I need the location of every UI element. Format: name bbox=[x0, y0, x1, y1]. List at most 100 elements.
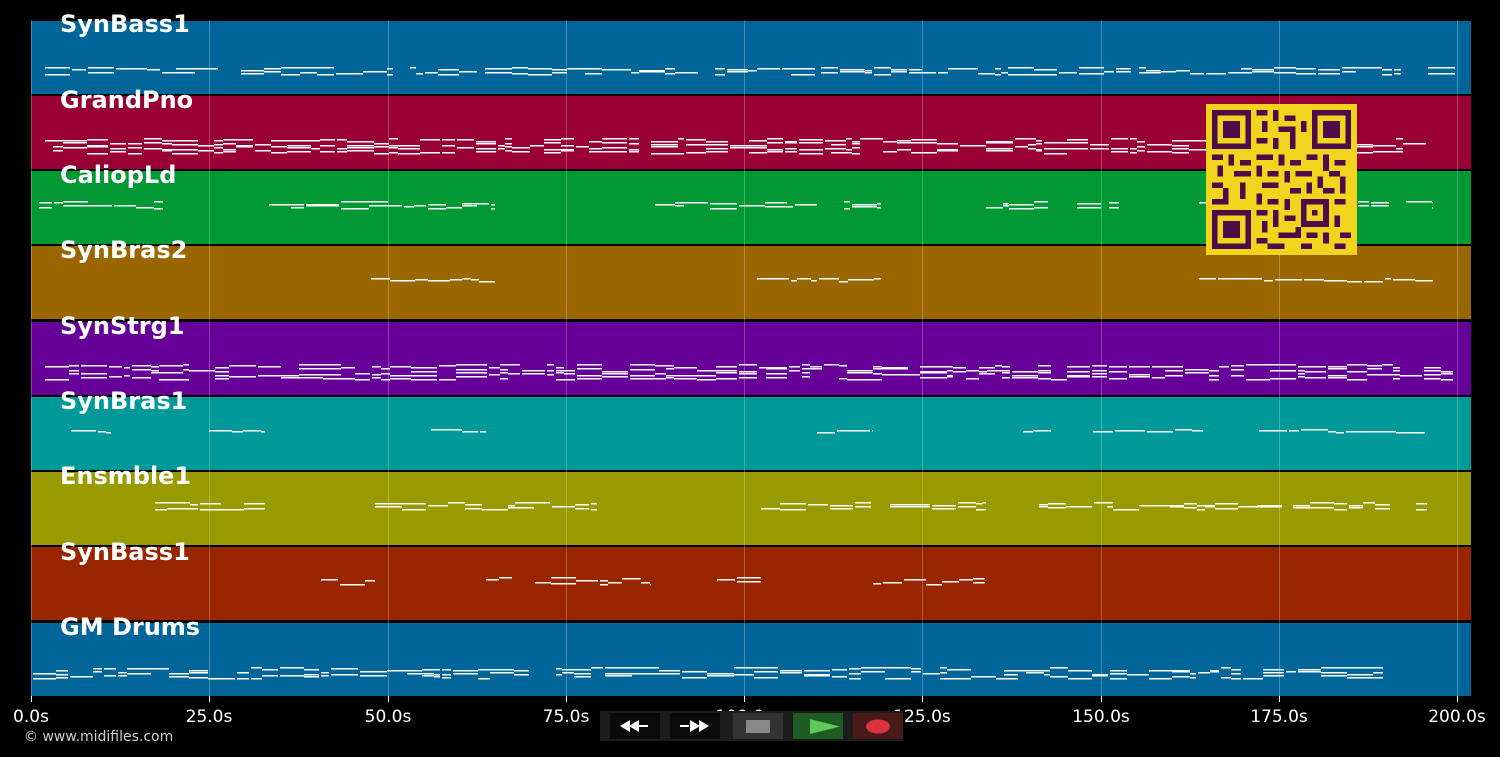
note-segment bbox=[264, 71, 281, 73]
track-band-7[interactable] bbox=[31, 472, 1471, 545]
note-segment bbox=[789, 366, 800, 368]
note-segment bbox=[1038, 372, 1051, 374]
note-segment bbox=[589, 148, 602, 150]
note-segment bbox=[151, 668, 169, 670]
note-segment bbox=[706, 144, 728, 146]
note-segment bbox=[215, 375, 229, 377]
rewind-button[interactable] bbox=[610, 713, 660, 739]
note-segment bbox=[232, 431, 243, 433]
note-segment bbox=[478, 678, 490, 680]
note-segment bbox=[69, 373, 79, 375]
note-segment bbox=[281, 67, 300, 69]
note-segment bbox=[1293, 507, 1310, 509]
note-segment bbox=[1090, 148, 1109, 150]
note-segment bbox=[147, 69, 160, 71]
note-segment bbox=[600, 580, 608, 582]
note-segment bbox=[1371, 205, 1389, 207]
note-segment bbox=[1129, 374, 1150, 376]
note-segment bbox=[200, 509, 221, 511]
note-segment bbox=[1092, 373, 1107, 375]
note-segment bbox=[1002, 370, 1010, 372]
note-segment bbox=[1026, 672, 1044, 674]
note-segment bbox=[1373, 677, 1383, 679]
note-segment bbox=[911, 668, 921, 670]
note-segment bbox=[716, 366, 737, 368]
track-band-1[interactable] bbox=[31, 21, 1471, 94]
note-segment bbox=[255, 144, 271, 146]
note-segment bbox=[118, 675, 127, 677]
note-segment bbox=[1093, 431, 1099, 433]
note-segment bbox=[697, 370, 716, 372]
note-segment bbox=[1132, 430, 1145, 432]
note-segment bbox=[777, 278, 789, 280]
note-segment bbox=[544, 149, 561, 151]
note-segment bbox=[1246, 379, 1270, 381]
note-segment bbox=[831, 140, 846, 142]
qr-code-icon[interactable] bbox=[1206, 104, 1357, 255]
note-segment bbox=[767, 142, 783, 144]
note-segment bbox=[381, 368, 390, 370]
note-segment bbox=[132, 377, 151, 379]
note-segment bbox=[244, 503, 265, 505]
note-segment bbox=[938, 72, 948, 74]
note-segment bbox=[271, 152, 287, 154]
note-segment bbox=[262, 675, 278, 677]
fast-forward-button[interactable] bbox=[670, 713, 720, 739]
record-button[interactable] bbox=[853, 713, 903, 739]
track-notes-5 bbox=[45, 364, 1453, 381]
note-segment bbox=[655, 378, 666, 380]
note-segment bbox=[544, 582, 551, 584]
note-segment bbox=[986, 148, 1013, 150]
note-segment bbox=[512, 67, 528, 69]
play-button[interactable] bbox=[793, 713, 843, 739]
note-segment bbox=[347, 141, 374, 143]
note-segment bbox=[1393, 370, 1400, 372]
track-band-4[interactable] bbox=[31, 246, 1471, 319]
note-segment bbox=[1441, 373, 1453, 375]
note-segment bbox=[562, 669, 574, 671]
note-segment bbox=[995, 365, 1002, 367]
note-segment bbox=[1116, 71, 1131, 73]
note-segment bbox=[490, 669, 514, 671]
track-band-6[interactable] bbox=[31, 397, 1471, 470]
note-segment bbox=[986, 207, 1003, 209]
track-band-5[interactable] bbox=[31, 322, 1471, 395]
note-segment bbox=[208, 678, 235, 680]
note-segment bbox=[237, 672, 249, 674]
track-band-8[interactable] bbox=[31, 547, 1471, 620]
note-segment bbox=[287, 151, 311, 153]
note-segment bbox=[947, 669, 971, 671]
note-segment bbox=[1393, 374, 1400, 376]
note-segment bbox=[757, 278, 777, 280]
note-segment bbox=[1231, 369, 1244, 371]
note-segment bbox=[1416, 509, 1427, 511]
note-segment bbox=[1252, 69, 1274, 71]
note-segment bbox=[462, 278, 471, 280]
note-segment bbox=[561, 138, 574, 140]
note-segment bbox=[390, 280, 415, 282]
note-segment bbox=[374, 153, 389, 155]
note-segment bbox=[479, 281, 495, 283]
note-segment bbox=[1231, 669, 1241, 671]
note-segment bbox=[852, 206, 877, 208]
note-segment bbox=[556, 372, 564, 374]
note-segment bbox=[209, 430, 232, 432]
note-segment bbox=[1090, 144, 1109, 146]
note-segment bbox=[311, 140, 320, 142]
track-band-9[interactable] bbox=[31, 623, 1471, 696]
stop-button[interactable] bbox=[733, 713, 783, 739]
note-segment bbox=[389, 152, 398, 154]
note-segment bbox=[780, 670, 802, 672]
note-segment bbox=[1246, 364, 1270, 366]
note-segment bbox=[109, 366, 122, 368]
note-segment bbox=[1079, 67, 1104, 69]
note-segment bbox=[911, 671, 921, 673]
note-segment bbox=[251, 678, 262, 680]
note-segment bbox=[839, 378, 847, 380]
note-segment bbox=[987, 367, 995, 369]
note-segment bbox=[632, 667, 659, 669]
note-segment bbox=[1009, 208, 1034, 210]
note-segment bbox=[1110, 678, 1127, 680]
note-segment bbox=[53, 146, 63, 148]
note-segment bbox=[489, 367, 500, 369]
